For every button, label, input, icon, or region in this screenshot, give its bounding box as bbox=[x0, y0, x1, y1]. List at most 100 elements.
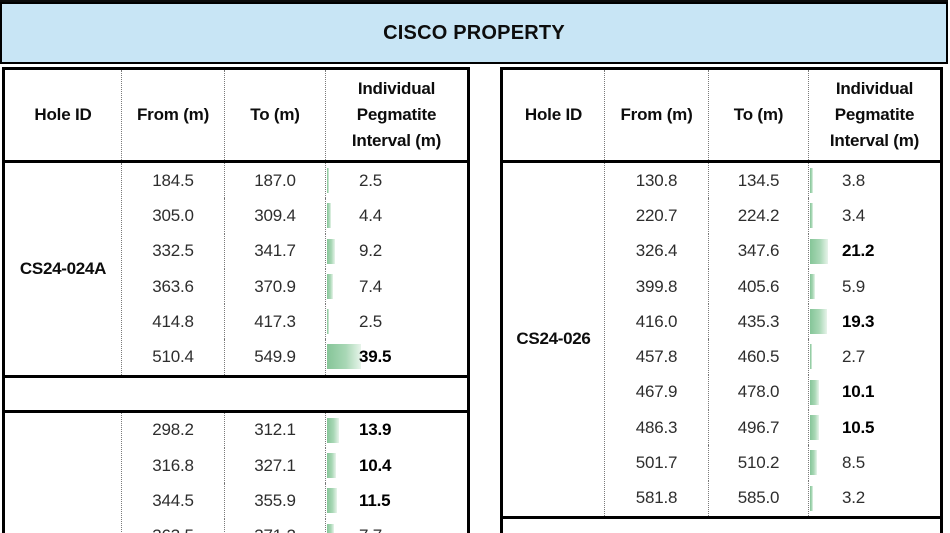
from-cell: 363.6 bbox=[152, 276, 194, 296]
interval-value: 10.4 bbox=[359, 455, 392, 475]
interval-data-bar bbox=[327, 273, 334, 299]
interval-data-bar bbox=[327, 523, 334, 533]
from-cell: 486.3 bbox=[635, 417, 678, 437]
drill-table-left: Hole ID From (m) To (m) Individual Pegma… bbox=[2, 67, 470, 533]
interval-data-bar bbox=[810, 450, 818, 476]
column-header-to: To (m) bbox=[224, 70, 325, 160]
interval-data-bar bbox=[810, 379, 819, 405]
column-header-from: From (m) bbox=[604, 70, 708, 160]
from-cell: 467.9 bbox=[635, 382, 678, 402]
top-border bbox=[0, 0, 948, 2]
interval-data-bar bbox=[327, 238, 335, 264]
interval-value: 7.7 bbox=[359, 526, 382, 533]
to-cell: 327.1 bbox=[224, 448, 325, 484]
interval-cell: 8.5 bbox=[808, 445, 940, 481]
interval-value: 39.5 bbox=[359, 347, 392, 367]
interval-data-bar bbox=[810, 238, 829, 264]
data-row: 363.6 370.9 7.4 bbox=[122, 268, 467, 305]
interval-data-bar bbox=[810, 203, 813, 229]
interval-value: 9.2 bbox=[359, 241, 383, 261]
interval-cell: 10.1 bbox=[808, 374, 940, 411]
data-row: 486.3 496.7 10.5 bbox=[605, 410, 940, 446]
to-cell: 405.6 bbox=[708, 268, 808, 305]
interval-data-bar bbox=[327, 344, 362, 370]
interval-data-bar bbox=[810, 309, 827, 335]
data-row: 220.7 224.2 3.4 bbox=[605, 198, 940, 234]
interval-data-bar bbox=[810, 415, 820, 441]
data-row: 501.7 510.2 8.5 bbox=[605, 445, 940, 481]
hole-id-cell: CS24-024A bbox=[19, 258, 107, 278]
interval-value: 19.3 bbox=[842, 311, 875, 331]
to-cell: 370.9 bbox=[224, 268, 325, 305]
hole-section: CS24-024A 184.5 187.0 2.5 305.0 309.4 4.4 332.5… bbox=[5, 163, 467, 375]
to-cell: 510.2 bbox=[708, 445, 808, 481]
from-cell: 399.8 bbox=[635, 276, 678, 296]
from-cell: 501.7 bbox=[635, 453, 678, 473]
interval-value: 3.4 bbox=[842, 205, 866, 225]
data-row: 581.8 585.0 3.2 bbox=[605, 480, 940, 516]
data-row: 363.5371.2 7.7 bbox=[122, 518, 467, 533]
drill-table-right: Hole ID From (m) To (m) Individual Pegma… bbox=[500, 67, 943, 533]
interval-cell: 11.5 bbox=[325, 483, 467, 519]
interval-cell: 9.2 bbox=[325, 233, 467, 269]
table-header: Hole ID From (m) To (m) Individual Pegma… bbox=[5, 70, 467, 163]
column-header-hole-id: Hole ID bbox=[524, 105, 583, 124]
interval-data-bar bbox=[810, 344, 813, 370]
data-row: 467.9 478.0 10.1 bbox=[605, 374, 940, 411]
to-cell: 341.7 bbox=[224, 233, 325, 269]
hole-section: CS24-026 130.8 134.5 3.8 220.7 224.2 3.4 326.4 3… bbox=[503, 163, 940, 516]
to-cell: 460.5 bbox=[708, 339, 808, 375]
interval-cell: 4.4 bbox=[325, 198, 467, 234]
column-header-interval: Individual Pegmatite Interval (m) bbox=[808, 70, 940, 160]
interval-data-bar bbox=[327, 417, 340, 443]
to-cell: 312.1 bbox=[224, 412, 325, 449]
from-cell: 305.0 bbox=[152, 205, 194, 225]
to-cell: 347.6 bbox=[708, 233, 808, 269]
interval-cell: 21.2 bbox=[808, 233, 940, 269]
from-cell: 298.2 bbox=[152, 420, 194, 440]
from-cell: 363.5 bbox=[122, 526, 224, 533]
interval-data-bar bbox=[810, 168, 814, 193]
interval-value: 21.2 bbox=[842, 241, 875, 261]
interval-value: 2.7 bbox=[842, 347, 866, 367]
interval-value: 7.4 bbox=[359, 276, 383, 296]
column-header-to: To (m) bbox=[708, 70, 808, 160]
to-cell: 187.0 bbox=[224, 163, 325, 199]
table-header: Hole ID From (m) To (m) Individual Pegma… bbox=[503, 70, 940, 163]
interval-value: 13.9 bbox=[359, 420, 392, 440]
interval-value: 2.5 bbox=[359, 311, 383, 331]
data-row: 457.8 460.5 2.7 bbox=[605, 339, 940, 375]
to-cell: 585.0 bbox=[708, 480, 808, 516]
from-cell: 332.5 bbox=[152, 241, 194, 261]
interval-cell: 39.5 bbox=[325, 339, 467, 375]
from-cell: 326.4 bbox=[635, 241, 678, 261]
title-banner: CISCO PROPERTY bbox=[0, 2, 948, 64]
column-header-from: From (m) bbox=[121, 70, 224, 160]
to-cell: 549.9 bbox=[224, 339, 325, 375]
interval-value: 5.9 bbox=[842, 276, 866, 296]
data-row: 316.8 327.1 10.4 bbox=[122, 448, 467, 484]
interval-rows: 130.8 134.5 3.8 220.7 224.2 3.4 326.4 347.6 21.2… bbox=[604, 163, 940, 516]
to-cell: 496.7 bbox=[708, 410, 808, 446]
interval-data-bar bbox=[327, 203, 331, 229]
from-cell: 581.8 bbox=[635, 488, 678, 508]
figure-title: CISCO PROPERTY bbox=[383, 21, 565, 44]
to-cell: 309.4 bbox=[224, 198, 325, 234]
hole-section: 298.2 312.1 13.9 316.8 327.1 10.4 344.5 355.9 11… bbox=[5, 412, 467, 533]
from-cell: 316.8 bbox=[152, 455, 194, 475]
to-cell: 478.0 bbox=[708, 374, 808, 411]
interval-rows: 184.5 187.0 2.5 305.0 309.4 4.4 332.5 341.7 9.2 3… bbox=[121, 163, 467, 375]
from-cell: 220.7 bbox=[635, 205, 678, 225]
interval-value: 3.2 bbox=[842, 488, 866, 508]
from-cell: 416.0 bbox=[635, 311, 678, 331]
interval-cell: 3.8 bbox=[808, 163, 940, 199]
interval-data-bar bbox=[810, 273, 816, 299]
from-cell: 510.4 bbox=[152, 347, 194, 367]
data-row: 332.5 341.7 9.2 bbox=[122, 233, 467, 269]
from-cell: 457.8 bbox=[635, 347, 678, 367]
interval-data-bar bbox=[327, 309, 330, 335]
from-cell: 184.5 bbox=[152, 170, 194, 190]
section-separator bbox=[5, 374, 467, 413]
interval-cell: 10.4 bbox=[325, 448, 467, 484]
